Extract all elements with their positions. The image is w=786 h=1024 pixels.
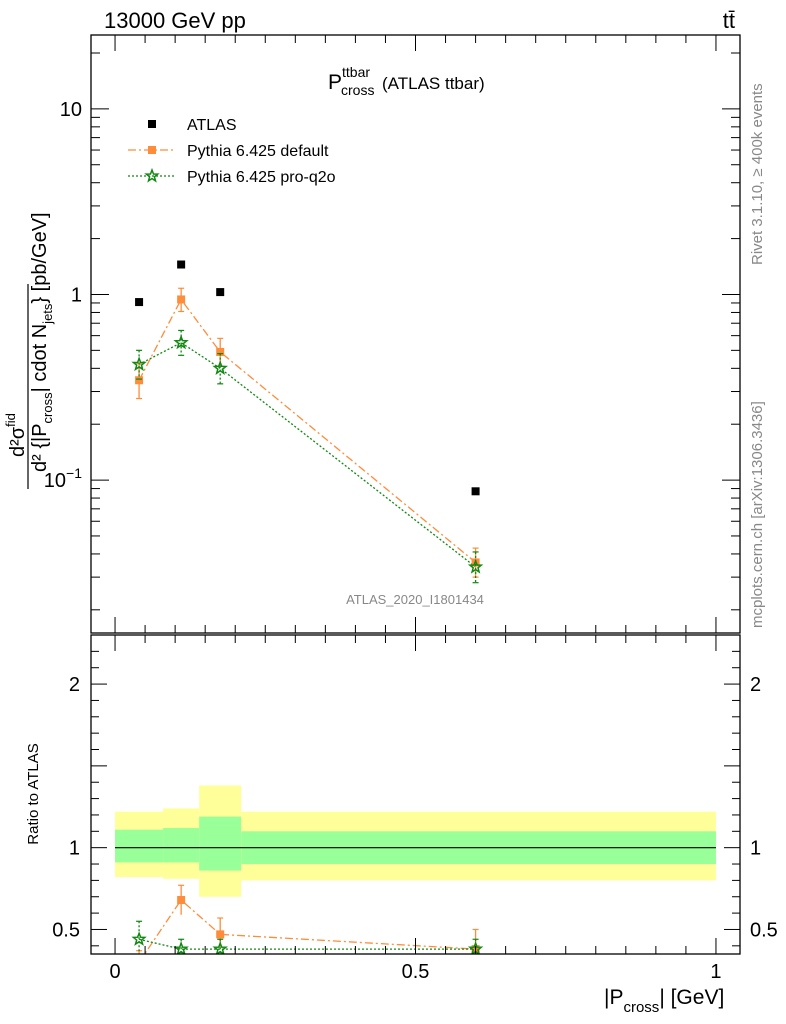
data-point (135, 298, 144, 307)
x-tick-label: 0.5 (402, 961, 430, 983)
data-point (173, 334, 189, 350)
ratio-y-label: Ratio to ATLAS (25, 743, 42, 844)
series-line-pythia-6-425-pro-q2o (138, 341, 476, 568)
data-point (467, 558, 484, 574)
ratio-line-pythia-6-425-pro-q2o (138, 938, 476, 950)
y-label-denominator: d² {|Pcross| cdot Njets} [pb/GeV] (29, 212, 55, 472)
header-right: tt̄ (723, 8, 735, 33)
ratio-y-tick-label-right: 2 (750, 674, 761, 696)
series-atlas (135, 260, 480, 496)
plot-title-sup: ttbar (342, 64, 370, 80)
x-tick-label: 0 (109, 961, 120, 983)
legend-marker (148, 120, 156, 128)
uncertainty-band-inner (163, 828, 200, 863)
ratio-point (177, 896, 186, 905)
plot-title-tail: (ATLAS ttbar) (382, 74, 485, 93)
y-tick-label: 10 (60, 99, 82, 121)
plot-title-main: P (328, 71, 342, 94)
legend-entry-atlas: ATLAS (148, 117, 237, 134)
legend: ATLAS Pythia 6.425 default Pythia 6.425 pr… (128, 117, 336, 186)
uncertainty-band-inner (115, 829, 164, 863)
legend-label: Pythia 6.425 default (187, 143, 329, 160)
ratio-series-pythia-6-425-pro-q2o (131, 920, 484, 954)
ratio-y-tick-label: 0.5 (52, 919, 80, 941)
plot-title: Pttbar (328, 64, 370, 94)
ratio-y-tick-label: 1 (69, 838, 80, 860)
ratio-y-tick-label: 2 (69, 674, 80, 696)
uncertainty-band-inner (199, 816, 242, 871)
y-tick-label: 1 (71, 284, 82, 306)
ratio-point (135, 958, 143, 966)
rivet-label: Rivet 3.1.10, ≥ 400k events (749, 83, 766, 265)
y-label-numerator: d²σfid (3, 413, 29, 457)
legend-marker (148, 146, 156, 154)
legend-entry-pythia-6-425-default: Pythia 6.425 default (128, 143, 329, 160)
plot-title-sub: cross (341, 82, 374, 98)
ratio-point (173, 940, 189, 954)
data-point (177, 295, 186, 304)
analysis-watermark: ATLAS_2020_I1801434 (346, 592, 484, 607)
y-tick-label-base: 10 (44, 470, 66, 492)
data-point (131, 356, 147, 372)
legend-label: ATLAS (187, 117, 237, 134)
data-point (216, 347, 225, 356)
ratio-panel: 0.5 0.5 1 1 2 2 0 0.5 1 Ratio to ATLAS |Pcross| … (25, 634, 778, 1016)
series-line-pythia-6-425-default (138, 298, 477, 563)
ratio-point (212, 940, 228, 954)
series-pythia-6-425-default (135, 287, 480, 578)
ratio-line-pythia-6-425-default (143, 899, 476, 954)
legend-entry-pythia-6-425-pro-q2o: Pythia 6.425 pro-q2o (128, 167, 336, 186)
y-tick-label: 10−1 (44, 465, 82, 492)
data-point (135, 376, 144, 385)
ratio-series-pythia-6-425-default (135, 884, 480, 966)
ratio-point (131, 931, 147, 946)
data-point (212, 360, 228, 375)
x-axis-label: |Pcross| [GeV] (604, 986, 724, 1016)
series-pythia-6-425-pro-q2o (131, 329, 484, 584)
ratio-point (216, 930, 225, 939)
y-axis-label: d²σfid d² {|Pcross| cdot Njets} [pb/GeV] (3, 212, 55, 489)
data-point (216, 288, 225, 297)
y-tick-label-exp: −1 (66, 465, 82, 481)
mcplots-label: mcplots.cern.ch [arXiv:1306.3436] (749, 401, 766, 628)
ratio-y-tick-label-right: 1 (750, 838, 761, 860)
data-point (177, 260, 186, 269)
header-left: 13000 GeV pp (104, 8, 246, 33)
ratio-y-tick-label-right: 0.5 (750, 919, 778, 941)
legend-marker (144, 167, 160, 183)
x-tick-label: 1 (710, 961, 721, 983)
data-point (471, 487, 480, 496)
legend-label: Pythia 6.425 pro-q2o (187, 169, 336, 186)
